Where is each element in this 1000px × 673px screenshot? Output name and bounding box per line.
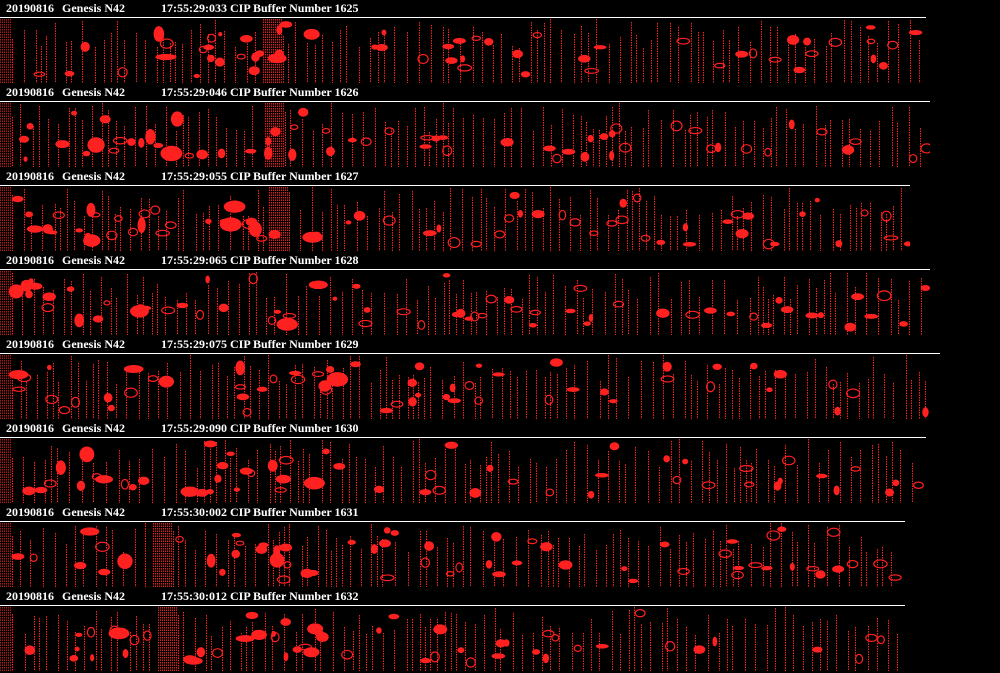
particle-columns xyxy=(0,523,902,587)
buffer-strip: 20190816 Genesis N42 17:55:30:002 CIP Buff… xyxy=(0,504,1000,588)
particle-image-panel xyxy=(0,17,926,83)
buffer-date: 20190816 xyxy=(6,589,54,603)
particle-image-panel xyxy=(0,269,930,335)
buffer-date: 20190816 xyxy=(6,1,54,15)
probe-name: Genesis N42 xyxy=(62,253,125,267)
probe-name: Genesis N42 xyxy=(62,337,125,351)
particle-image-panel xyxy=(0,185,910,251)
buffer-info: 17:55:29:065 CIP Buffer Number 1628 xyxy=(161,253,359,267)
particle-image-panel xyxy=(0,101,930,167)
buffer-strip: 20190816 Genesis N42 17:55:29:075 CIP Buff… xyxy=(0,336,1000,420)
particle-columns xyxy=(0,355,929,419)
particle-image-panel xyxy=(0,437,926,503)
buffer-strip: 20190816 Genesis N42 17:55:30:012 CIP Buff… xyxy=(0,588,1000,672)
buffer-header: 20190816 Genesis N42 17:55:30:012 CIP Buff… xyxy=(0,588,1000,604)
buffer-info: 17:55:29:055 CIP Buffer Number 1627 xyxy=(161,169,359,183)
buffer-header: 20190816 Genesis N42 17:55:29:033 CIP Buff… xyxy=(0,0,1000,16)
buffer-date: 20190816 xyxy=(6,505,54,519)
buffer-date: 20190816 xyxy=(6,85,54,99)
buffer-header: 20190816 Genesis N42 17:55:29:065 CIP Buff… xyxy=(0,252,1000,268)
buffer-strip: 20190816 Genesis N42 17:55:29:055 CIP Buff… xyxy=(0,168,1000,252)
buffer-info: 17:55:30:002 CIP Buffer Number 1631 xyxy=(161,505,359,519)
buffer-date: 20190816 xyxy=(6,169,54,183)
particle-image-panel xyxy=(0,605,905,671)
particle-image-panel xyxy=(0,353,940,419)
buffer-info: 17:55:29:046 CIP Buffer Number 1626 xyxy=(161,85,359,99)
particle-columns xyxy=(0,439,924,503)
probe-name: Genesis N42 xyxy=(62,421,125,435)
particle-columns xyxy=(0,271,930,335)
buffer-strip: 20190816 Genesis N42 17:55:29:090 CIP Buff… xyxy=(0,420,1000,504)
probe-name: Genesis N42 xyxy=(62,1,125,15)
buffer-date: 20190816 xyxy=(6,337,54,351)
buffer-info: 17:55:29:033 CIP Buffer Number 1625 xyxy=(161,1,359,15)
particle-image-panel xyxy=(0,521,905,587)
probe-name: Genesis N42 xyxy=(62,589,125,603)
particle-columns xyxy=(0,19,923,83)
buffer-strip: 20190816 Genesis N42 17:55:29:046 CIP Buff… xyxy=(0,84,1000,168)
buffer-strip: 20190816 Genesis N42 17:55:29:033 CIP Buff… xyxy=(0,0,1000,84)
buffer-strip: 20190816 Genesis N42 17:55:29:065 CIP Buff… xyxy=(0,252,1000,336)
particle-columns xyxy=(0,187,910,251)
buffer-date: 20190816 xyxy=(6,421,54,435)
buffer-info: 17:55:30:012 CIP Buffer Number 1632 xyxy=(161,589,359,603)
buffer-header: 20190816 Genesis N42 17:55:29:075 CIP Buff… xyxy=(0,336,1000,352)
buffer-header: 20190816 Genesis N42 17:55:29:090 CIP Buff… xyxy=(0,420,1000,436)
particle-columns xyxy=(0,607,898,671)
buffer-header: 20190816 Genesis N42 17:55:29:055 CIP Buff… xyxy=(0,168,1000,184)
probe-name: Genesis N42 xyxy=(62,169,125,183)
buffer-header: 20190816 Genesis N42 17:55:30:002 CIP Buff… xyxy=(0,504,1000,520)
probe-name: Genesis N42 xyxy=(62,505,125,519)
particle-columns xyxy=(0,103,930,167)
buffer-date: 20190816 xyxy=(6,253,54,267)
buffer-info: 17:55:29:075 CIP Buffer Number 1629 xyxy=(161,337,359,351)
probe-name: Genesis N42 xyxy=(62,85,125,99)
buffer-header: 20190816 Genesis N42 17:55:29:046 CIP Buff… xyxy=(0,84,1000,100)
buffer-info: 17:55:29:090 CIP Buffer Number 1630 xyxy=(161,421,359,435)
